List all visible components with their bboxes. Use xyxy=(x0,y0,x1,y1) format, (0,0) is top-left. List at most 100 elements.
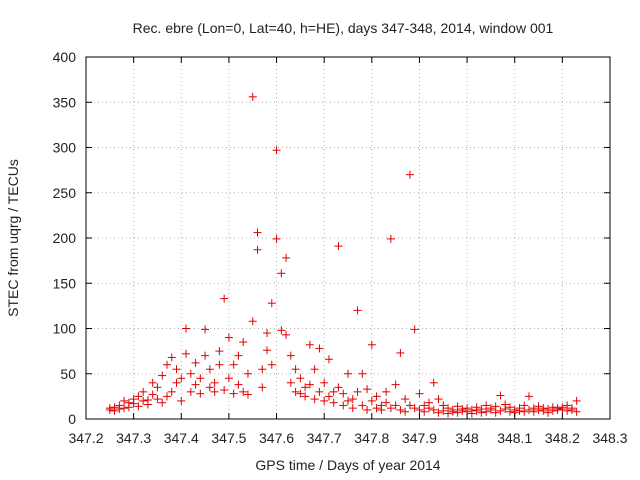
data-point xyxy=(167,353,176,362)
data-point xyxy=(363,405,372,414)
x-tick-label: 348.1 xyxy=(497,430,532,446)
data-point xyxy=(205,383,214,392)
data-point xyxy=(239,387,248,396)
x-tick-label: 347.9 xyxy=(402,430,437,446)
data-point xyxy=(158,371,167,380)
data-point xyxy=(453,408,462,417)
data-point xyxy=(191,380,200,389)
data-point xyxy=(315,344,324,353)
data-point xyxy=(110,406,119,415)
data-point xyxy=(339,389,348,398)
data-point xyxy=(544,408,553,417)
data-point xyxy=(253,228,262,237)
data-point xyxy=(405,401,414,410)
data-point xyxy=(186,387,195,396)
data-point xyxy=(120,404,129,413)
data-point xyxy=(253,245,262,254)
data-point xyxy=(224,333,233,342)
data-point xyxy=(348,404,357,413)
data-point xyxy=(310,365,319,374)
data-point xyxy=(215,347,224,356)
x-tick-label: 347.5 xyxy=(211,430,246,446)
data-point xyxy=(444,409,453,418)
data-point xyxy=(420,407,429,416)
y-axis-label: STEC from uqrg / TECUs xyxy=(5,159,21,317)
data-point xyxy=(296,389,305,398)
data-point xyxy=(301,392,310,401)
data-point xyxy=(282,253,291,262)
data-point xyxy=(234,380,243,389)
data-point xyxy=(296,374,305,383)
data-point xyxy=(558,403,567,412)
data-point xyxy=(320,378,329,387)
data-point xyxy=(134,392,143,401)
data-point xyxy=(315,387,324,396)
y-tick-label: 350 xyxy=(53,94,77,110)
data-point xyxy=(277,269,286,278)
data-point xyxy=(415,389,424,398)
data-point xyxy=(329,387,338,396)
data-point xyxy=(115,405,124,414)
data-point xyxy=(377,405,386,414)
data-point xyxy=(477,405,486,414)
data-point xyxy=(501,400,510,409)
data-point xyxy=(567,405,576,414)
data-point xyxy=(286,351,295,360)
data-point xyxy=(372,392,381,401)
data-point xyxy=(391,380,400,389)
data-point xyxy=(348,395,357,404)
data-point xyxy=(134,402,143,411)
data-point xyxy=(172,365,181,374)
data-point xyxy=(291,365,300,374)
data-point xyxy=(525,405,534,414)
data-point xyxy=(220,294,229,303)
data-point xyxy=(396,405,405,414)
data-point xyxy=(491,402,500,411)
data-point xyxy=(148,378,157,387)
y-tick-label: 50 xyxy=(60,366,76,382)
data-point xyxy=(234,351,243,360)
x-tick-label: 347.2 xyxy=(68,430,103,446)
data-point xyxy=(182,324,191,333)
data-point xyxy=(320,396,329,405)
data-point xyxy=(382,387,391,396)
data-point xyxy=(248,317,257,326)
data-point xyxy=(143,400,152,409)
y-tick-label: 300 xyxy=(53,140,77,156)
y-tick-label: 150 xyxy=(53,275,77,291)
chart-title: Rec. ebre (Lon=0, Lat=40, h=HE), days 34… xyxy=(133,20,554,36)
data-point xyxy=(505,403,514,412)
data-point xyxy=(563,401,572,410)
data-point xyxy=(401,395,410,404)
data-point xyxy=(191,358,200,367)
data-point xyxy=(353,306,362,315)
data-point xyxy=(258,383,267,392)
data-point xyxy=(272,146,281,155)
data-point xyxy=(148,390,157,399)
data-point xyxy=(363,385,372,394)
data-point xyxy=(201,325,210,334)
data-point xyxy=(429,378,438,387)
data-point xyxy=(467,409,476,418)
data-point xyxy=(334,242,343,251)
data-point xyxy=(324,392,333,401)
data-point xyxy=(243,390,252,399)
data-point xyxy=(139,387,148,396)
data-point xyxy=(196,374,205,383)
x-tick-label: 348 xyxy=(455,430,479,446)
data-point xyxy=(463,404,472,413)
data-point xyxy=(434,408,443,417)
data-point xyxy=(305,340,314,349)
data-point xyxy=(520,407,529,416)
data-point xyxy=(272,234,281,243)
data-point xyxy=(367,396,376,405)
data-point xyxy=(129,395,138,404)
x-axis-label: GPS time / Days of year 2014 xyxy=(255,457,440,473)
data-point xyxy=(258,365,267,374)
data-point xyxy=(529,407,538,416)
data-point xyxy=(167,387,176,396)
data-point xyxy=(205,365,214,374)
data-point xyxy=(434,395,443,404)
data-point xyxy=(153,395,162,404)
data-point xyxy=(229,360,238,369)
